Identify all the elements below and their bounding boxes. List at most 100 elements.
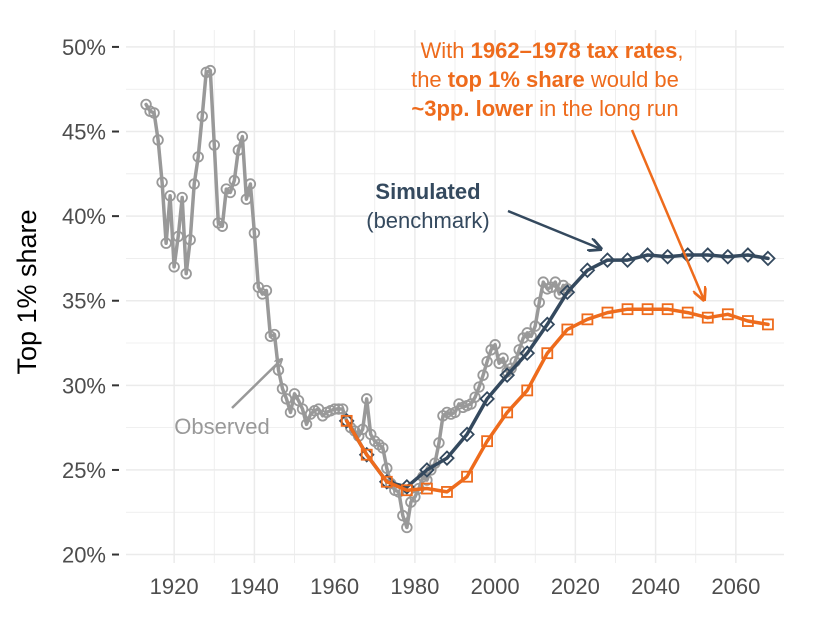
simulated-point [599,252,616,268]
counterfactual-point [661,303,674,316]
simulated-annotation-line1: Simulated [375,179,480,204]
simulated-point [419,462,435,478]
observed-point [236,130,249,143]
observed-point [180,267,192,280]
observed-point [148,107,160,119]
observed-point [477,369,489,381]
observed-point [377,442,389,454]
simulated-point [459,426,475,443]
counterfactual-point [601,306,614,319]
observed-point [525,330,537,342]
simulated-point [479,390,495,407]
counterfactual-point [681,306,694,319]
observed-point [276,383,289,395]
observed-point [152,134,164,146]
observed-point [381,462,393,474]
observed-point [216,220,228,232]
y-tick-label: 50% [62,35,106,60]
observed-point [164,190,176,202]
y-tick-label: 35% [62,289,106,314]
observed-point [188,178,200,190]
simulated-point [559,284,576,301]
counterfactual-point [360,448,373,461]
counterfactual-arrow [630,129,704,300]
counterfactual-point [641,303,654,316]
simulated-point [539,316,556,333]
counterfactual-point [762,318,774,331]
observed-point [260,284,273,297]
simulated-annotation-line2: (benchmark) [366,208,489,233]
simulated-series-line [344,253,770,489]
observed-point [336,403,349,415]
observed-point [196,110,208,122]
observed-point [184,234,196,246]
simulated-point [719,248,736,265]
observed-point [172,230,184,243]
counterfactual-point [541,347,554,360]
y-tick-label: 30% [62,373,106,398]
simulated-point [439,450,455,466]
x-tick-label: 1980 [390,574,439,599]
observed-point [192,151,204,163]
observed-point [328,403,341,415]
y-tick-label: 20% [62,543,106,568]
simulated-point [619,252,636,268]
simulated-point [659,248,676,265]
counterfactual-point [400,484,413,497]
counterfactual-annotation-line2: the top 1% share would be [411,67,679,92]
observed-point [533,296,545,309]
simulated-arrow [507,209,601,249]
x-tick-label: 2060 [711,574,760,599]
counterfactual-point [561,323,574,336]
counterfactual-point [380,475,393,488]
observed-point [248,227,261,239]
y-tick-label: 45% [62,120,106,145]
series [140,64,776,534]
x-tick-label: 1920 [150,574,199,599]
counterfactual-point [461,470,473,483]
observed-annotation: Observed [174,359,282,439]
observed-point [280,393,293,405]
counterfactual-point [581,313,594,326]
counterfactual-point [621,303,634,316]
observed-point [204,64,216,77]
x-tick-label: 1940 [230,574,279,599]
observed-arrow [231,359,282,409]
observed-point [397,509,409,522]
observed-point [433,437,445,449]
observed-point [176,191,188,204]
counterfactual-annotation-line3: ~3pp. lower in the long run [411,96,678,121]
observed-point [268,328,281,341]
x-tick-label: 2020 [551,574,600,599]
simulated-point [699,247,716,263]
observed-point [497,352,509,364]
counterfactual-point [721,308,734,321]
y-axis-title: Top 1% share [12,209,42,374]
counterfactual-annotation: With 1962–1978 tax rates, the top 1% sha… [411,38,704,300]
counterfactual-point [501,406,514,419]
simulated-annotation: Simulated (benchmark) [366,179,601,249]
observed-point [224,186,237,199]
y-tick-label: 40% [62,204,106,229]
observed-point [160,237,172,249]
observed-point [240,193,253,205]
counterfactual-point [701,311,714,324]
y-tick-label: 25% [62,458,106,483]
simulated-point [639,247,656,263]
observed-annotation-label: Observed [174,414,269,439]
observed-point [357,423,369,436]
observed-point [232,144,245,156]
simulated-point [519,345,536,362]
counterfactual-point [481,435,493,448]
observed-point [332,403,345,415]
observed-point [156,176,168,188]
x-tick-label: 2040 [631,574,680,599]
observed-point [284,406,297,419]
observed-point [300,418,313,430]
counterfactual-series-line [344,307,770,494]
observed-point [481,355,493,368]
observed-point [244,178,257,190]
axes: 1920 1940 1960 1980 2000 2020 2040 2060 20% 25% 30… [62,35,760,599]
counterfactual-point [441,486,453,498]
